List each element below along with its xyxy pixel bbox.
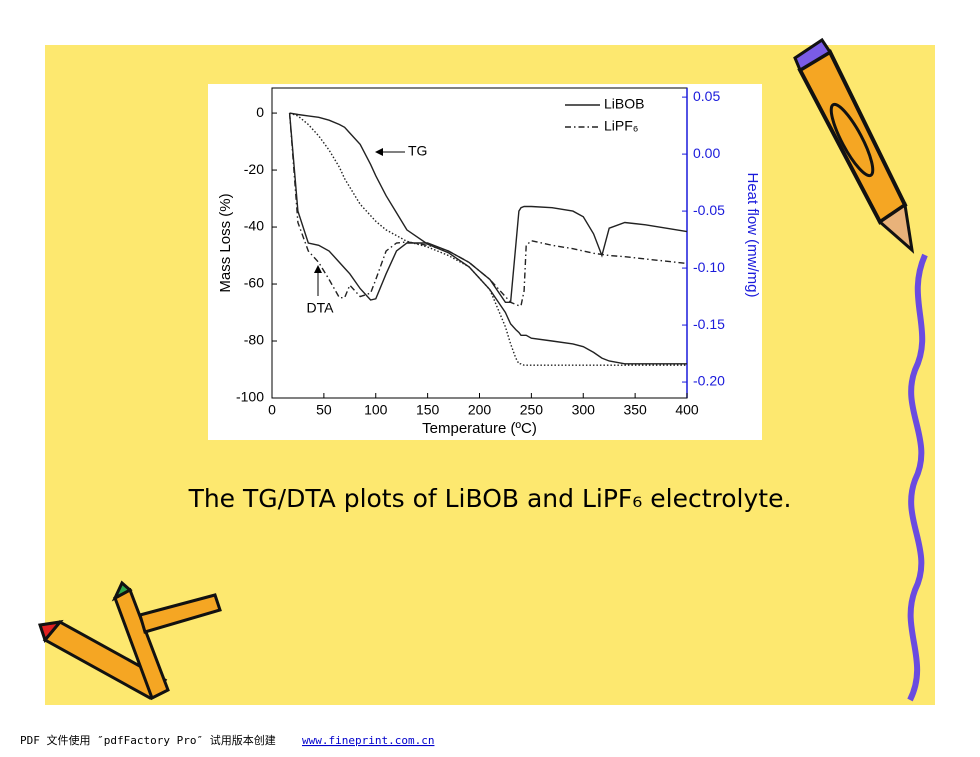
footer-text: PDF 文件使用 ″pdfFactory Pro″ 试用版本创建 — [20, 733, 276, 747]
series-line — [288, 113, 688, 307]
annotation-arrowhead — [375, 148, 383, 156]
y-tick-label: -100 — [236, 389, 264, 405]
y-tick-label: 0 — [256, 104, 264, 120]
x-tick-label: 350 — [623, 402, 647, 418]
x-tick-label: 200 — [468, 402, 492, 418]
legend-label: LiBOB — [604, 96, 644, 112]
x-axis-label: Temperature (ºC) — [422, 420, 537, 437]
x-tick-label: 0 — [268, 402, 276, 418]
y-tick-label: -60 — [244, 275, 264, 291]
footer-link[interactable]: www.fineprint.com.cn — [302, 734, 434, 747]
pencil-icon — [38, 580, 222, 701]
pencil-icon — [793, 37, 915, 254]
y-tick-label: -20 — [244, 161, 264, 177]
wavy-line — [907, 253, 928, 702]
series-line — [288, 113, 688, 303]
caption: The TG/DTA plots of LiBOB and LiPF₆ elec… — [188, 484, 792, 513]
y2-tick-label: 0.05 — [693, 88, 720, 104]
y2-tick-label: -0.15 — [693, 316, 725, 332]
x-tick-label: 150 — [416, 402, 440, 418]
y-axis-label: Mass Loss (%) — [217, 193, 234, 292]
annotation: DTA — [307, 300, 335, 316]
x-tick-label: 250 — [520, 402, 544, 418]
annotation-arrowhead — [314, 265, 322, 273]
y2-tick-label: 0.00 — [693, 145, 720, 161]
y-tick-label: -40 — [244, 218, 264, 234]
x-tick-label: 100 — [364, 402, 388, 418]
x-tick-label: 50 — [316, 402, 332, 418]
y2-tick-label: -0.05 — [693, 202, 725, 218]
y2-tick-label: -0.10 — [693, 259, 725, 275]
y2-axis-label: Heat flow (mw/mg) — [744, 172, 761, 297]
x-tick-label: 400 — [675, 402, 699, 418]
series-line — [289, 112, 687, 365]
x-tick-label: 300 — [572, 402, 596, 418]
legend-label: LiPF₆ — [604, 118, 638, 134]
y2-tick-label: -0.20 — [693, 373, 725, 389]
annotation: TG — [408, 143, 427, 159]
y-tick-label: -80 — [244, 332, 264, 348]
